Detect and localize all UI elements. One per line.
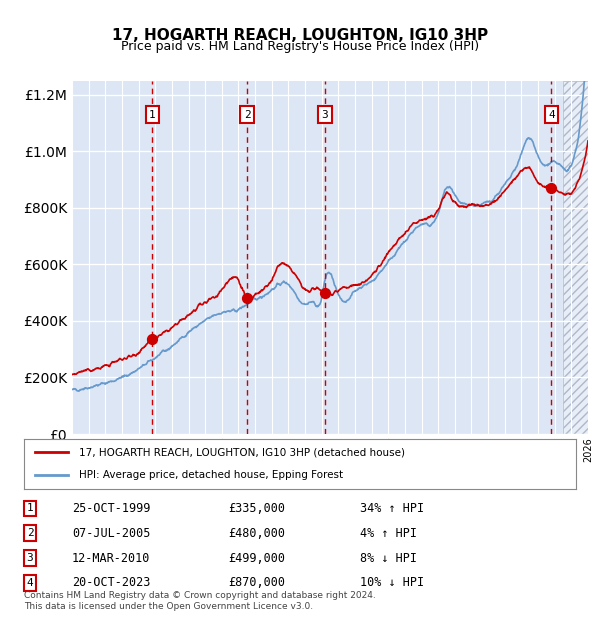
Text: £499,000: £499,000 <box>228 552 285 564</box>
Text: Price paid vs. HM Land Registry's House Price Index (HPI): Price paid vs. HM Land Registry's House … <box>121 40 479 53</box>
Text: 12-MAR-2010: 12-MAR-2010 <box>72 552 151 564</box>
Text: 10% ↓ HPI: 10% ↓ HPI <box>360 577 424 589</box>
Point <box>320 288 329 298</box>
Text: 17, HOGARTH REACH, LOUGHTON, IG10 3HP: 17, HOGARTH REACH, LOUGHTON, IG10 3HP <box>112 28 488 43</box>
Text: 3: 3 <box>322 110 328 120</box>
Point <box>547 183 556 193</box>
Point <box>242 293 252 303</box>
Point <box>148 334 157 344</box>
Text: 07-JUL-2005: 07-JUL-2005 <box>72 527 151 539</box>
Text: 20-OCT-2023: 20-OCT-2023 <box>72 577 151 589</box>
Text: 3: 3 <box>26 553 34 563</box>
Text: 1: 1 <box>149 110 155 120</box>
Bar <box>563 81 588 434</box>
Bar <box>563 81 588 434</box>
Text: £335,000: £335,000 <box>228 502 285 515</box>
Bar <box>563 81 588 434</box>
Text: 8% ↓ HPI: 8% ↓ HPI <box>360 552 417 564</box>
Text: £870,000: £870,000 <box>228 577 285 589</box>
Text: 34% ↑ HPI: 34% ↑ HPI <box>360 502 424 515</box>
Text: 4% ↑ HPI: 4% ↑ HPI <box>360 527 417 539</box>
Text: 4: 4 <box>548 110 555 120</box>
Text: £480,000: £480,000 <box>228 527 285 539</box>
Text: 2: 2 <box>244 110 250 120</box>
Text: HPI: Average price, detached house, Epping Forest: HPI: Average price, detached house, Eppi… <box>79 470 343 480</box>
Text: Contains HM Land Registry data © Crown copyright and database right 2024.
This d: Contains HM Land Registry data © Crown c… <box>24 591 376 611</box>
Text: 2: 2 <box>26 528 34 538</box>
Text: 4: 4 <box>26 578 34 588</box>
Text: 17, HOGARTH REACH, LOUGHTON, IG10 3HP (detached house): 17, HOGARTH REACH, LOUGHTON, IG10 3HP (d… <box>79 448 405 458</box>
Text: 1: 1 <box>26 503 34 513</box>
Text: 25-OCT-1999: 25-OCT-1999 <box>72 502 151 515</box>
